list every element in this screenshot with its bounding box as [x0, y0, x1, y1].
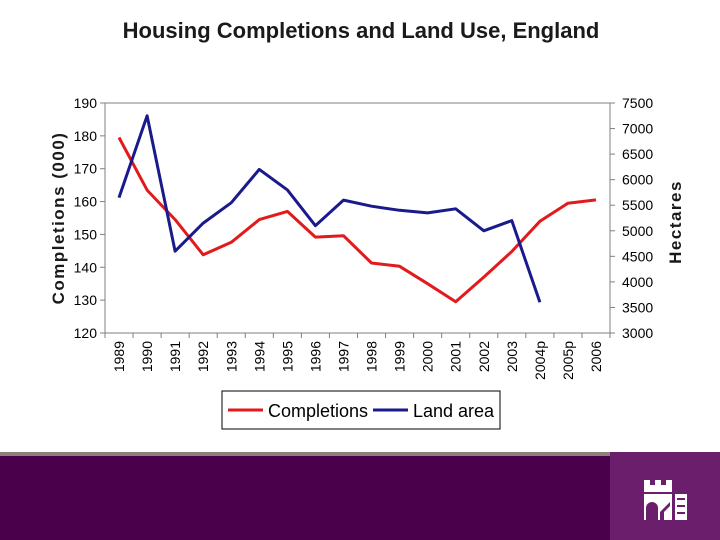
x-tick-label: 2006: [588, 341, 604, 372]
x-tick-label: 2003: [504, 341, 520, 372]
x-tick-label: 1993: [223, 341, 239, 372]
y-axis-ticks: 120 130 140 150 160 170 180 190: [74, 95, 105, 341]
x-tick-label: 1991: [167, 341, 183, 372]
x-tick-label: 1989: [111, 341, 127, 372]
chart-title: Housing Completions and Land Use, Englan…: [123, 18, 600, 43]
y-tick-label: 170: [74, 161, 98, 177]
x-tick-label: 1998: [364, 341, 380, 372]
x-tick-label: 1997: [335, 341, 351, 372]
y-tick-label: 150: [74, 226, 98, 242]
series-layer: [117, 114, 597, 304]
x-tick-label: 1999: [392, 341, 408, 372]
y2-tick-label: 5000: [622, 223, 653, 239]
chart: Housing Completions and Land Use, Englan…: [49, 18, 685, 430]
series-line-land-area: [117, 114, 542, 303]
y2-tick-label: 4000: [622, 274, 653, 290]
y2-tick-label: 7500: [622, 95, 653, 111]
x-tick-label: 1994: [251, 341, 267, 372]
y-tick-label: 120: [74, 325, 98, 341]
legend-box: [221, 390, 501, 430]
x-tick-label: 2001: [448, 341, 464, 372]
x-tick-label: 2005p: [560, 341, 576, 380]
footer-bar: [0, 456, 720, 540]
y-tick-label: 190: [74, 95, 98, 111]
y-tick-label: 130: [74, 292, 98, 308]
x-tick-label: 1996: [307, 341, 323, 372]
y2-tick-label: 6000: [622, 172, 653, 188]
plot-area: [104, 102, 611, 334]
x-tick-label: 2000: [420, 341, 436, 372]
y2-tick-label: 7000: [622, 121, 653, 137]
hbf-logo-icon: [644, 480, 687, 520]
y2-axis-ticks: 3000 3500 4000 4500 5000 5500 6000 6500 7000 7500: [610, 95, 653, 341]
x-axis-ticks: 1989 1990 1991 1992 1993 1994 1995 1996 1997 1998…: [104, 333, 611, 380]
y2-tick-label: 5500: [622, 197, 653, 213]
series-line-completions: [117, 136, 597, 304]
y2-tick-label: 4500: [622, 248, 653, 264]
y-tick-label: 160: [74, 194, 98, 210]
legend-label-completions: Completions: [268, 401, 368, 421]
y-tick-label: 180: [74, 128, 98, 144]
x-tick-label: 1992: [195, 341, 211, 372]
legend: Completions Land area: [221, 390, 501, 430]
y-tick-label: 140: [74, 259, 98, 275]
y2-axis-label: Hectares: [666, 180, 685, 264]
x-tick-label: 2002: [476, 341, 492, 372]
x-tick-label: 1990: [139, 341, 155, 372]
y2-tick-label: 3000: [622, 325, 653, 341]
y-axis-label: Completions (000): [49, 132, 68, 305]
x-tick-label: 1995: [279, 341, 295, 372]
x-tick-label: 2004p: [532, 341, 548, 380]
y2-tick-label: 6500: [622, 146, 653, 162]
legend-label-land-area: Land area: [413, 401, 495, 421]
y2-tick-label: 3500: [622, 299, 653, 315]
